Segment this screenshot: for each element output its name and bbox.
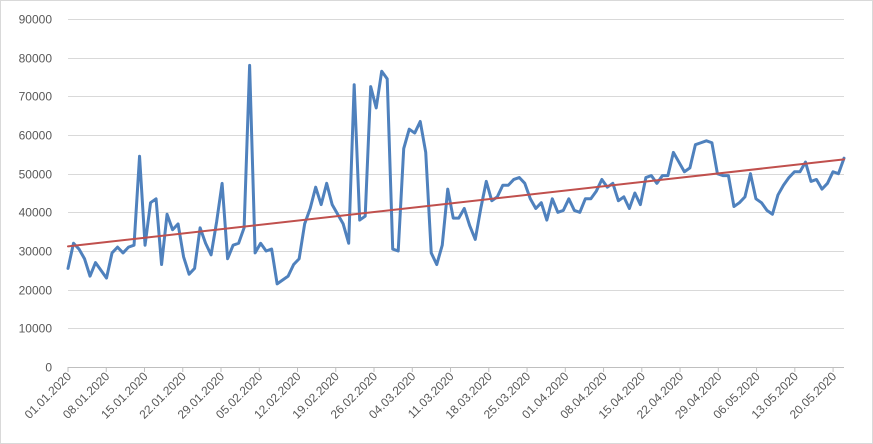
y-tick-label: 50000 xyxy=(19,168,53,182)
gridlines xyxy=(68,19,844,329)
series-layer xyxy=(66,63,846,286)
y-tick-label: 90000 xyxy=(19,13,53,27)
series-line xyxy=(66,63,846,286)
y-tick-label: 40000 xyxy=(19,206,53,220)
y-axis: 0 10000 20000 30000 40000 50000 60000 70000 8000… xyxy=(19,13,53,375)
y-tick-label: 20000 xyxy=(19,284,53,298)
y-tick-label: 0 xyxy=(45,361,52,375)
y-tick-label: 80000 xyxy=(19,52,53,66)
y-tick-label: 30000 xyxy=(19,245,53,259)
y-tick-label: 60000 xyxy=(19,129,53,143)
trendline xyxy=(67,158,845,248)
x-axis: 01.01.202008.01.202015.01.202022.01.2020… xyxy=(22,367,844,422)
y-tick-label: 70000 xyxy=(19,90,53,104)
y-tick-label: 10000 xyxy=(19,322,53,336)
